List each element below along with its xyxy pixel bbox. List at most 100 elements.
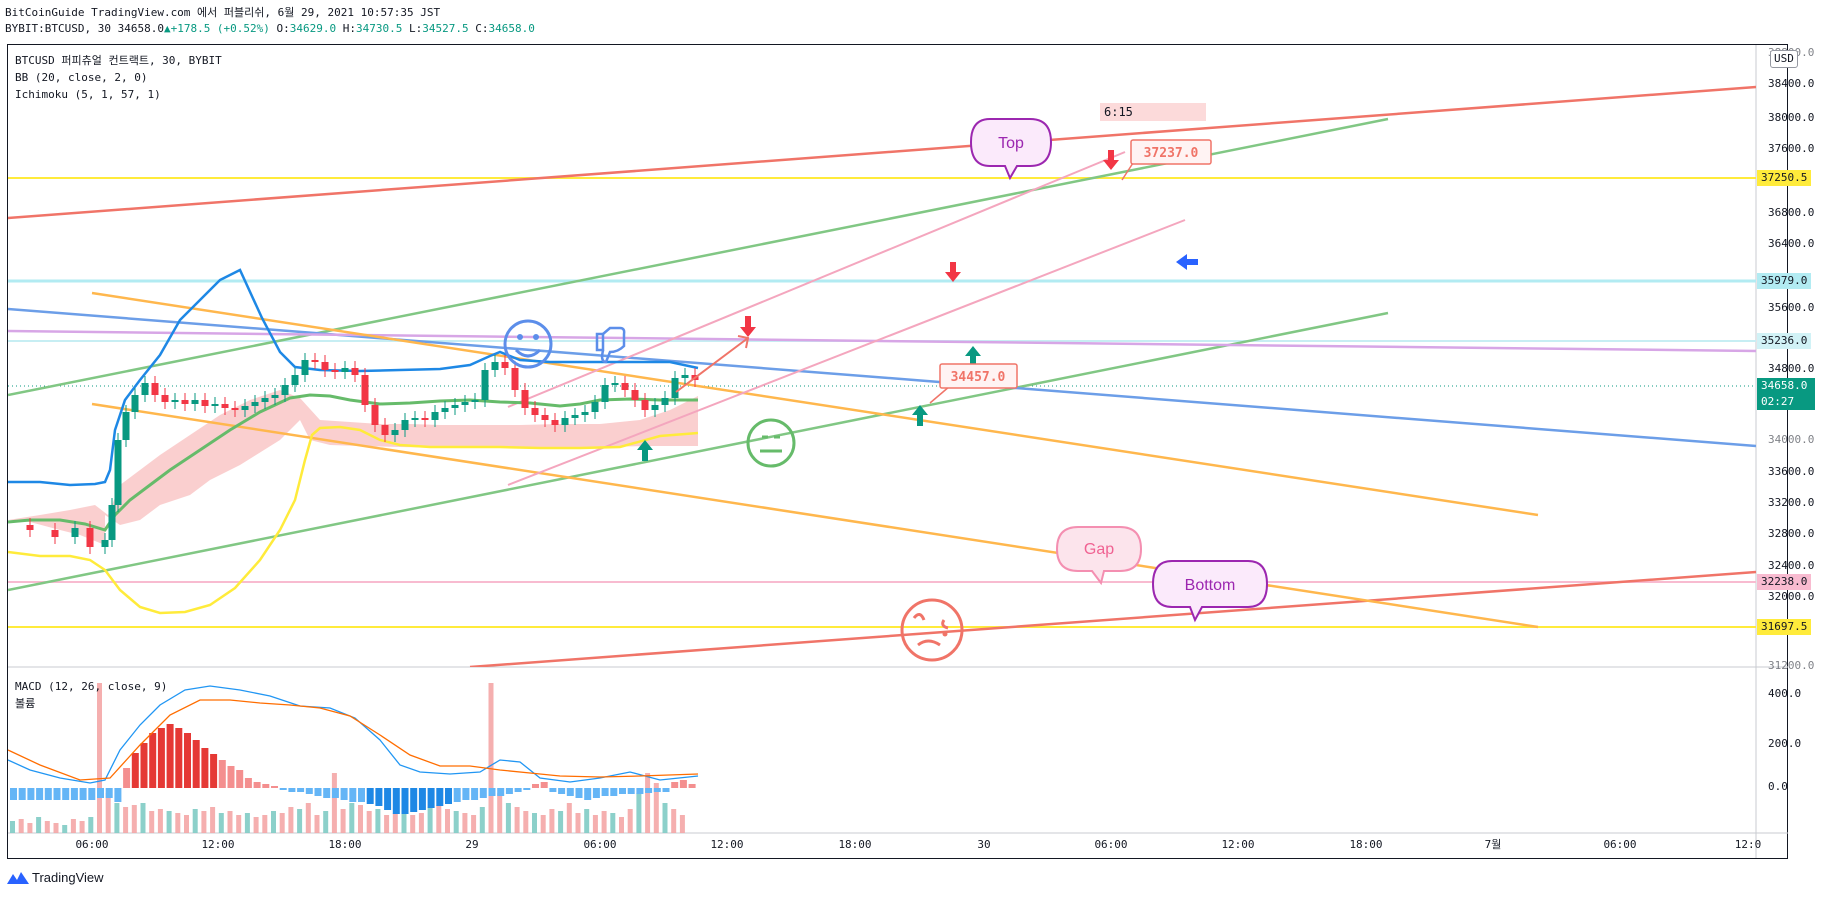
volume-bar: [114, 803, 120, 833]
macd-hist-bar: [279, 788, 287, 790]
volume-bar: [210, 807, 216, 833]
volume-bar: [366, 811, 372, 833]
candle-body: [581, 412, 589, 415]
price-tag-box[interactable]: [1130, 139, 1212, 165]
happy-face-icon[interactable]: [503, 319, 553, 369]
price-tag-box[interactable]: [939, 363, 1018, 389]
red-support-line[interactable]: [469, 570, 1756, 667]
gap-callout[interactable]: [1055, 526, 1143, 586]
arrow-up-icon[interactable]: [965, 346, 981, 366]
arrow-left-icon[interactable]: [1176, 254, 1198, 270]
bottom-callout[interactable]: [1151, 560, 1269, 623]
legend-volume[interactable]: 볼륨: [15, 697, 36, 710]
pink-line-lower[interactable]: [507, 219, 1186, 486]
arrow-up-icon[interactable]: [637, 440, 653, 461]
volume-bar: [401, 811, 407, 833]
candle-body: [611, 383, 619, 385]
candle-body: [541, 415, 549, 420]
chart-frame[interactable]: [7, 44, 1788, 859]
macd-hist-bar: [566, 788, 574, 796]
macd-hist-bar: [253, 782, 261, 788]
candle-body: [591, 402, 599, 412]
macd-hist-bar: [445, 788, 452, 804]
neutral-face-icon[interactable]: [746, 418, 796, 468]
volume-bar: [445, 809, 450, 833]
price-tag-1: 37237.0: [1144, 146, 1199, 161]
legend-title[interactable]: BTCUSD 퍼피츄얼 컨트랙트, 30, BYBIT: [15, 54, 222, 67]
candle-body: [51, 530, 59, 537]
candle-body: [561, 418, 569, 425]
tradingview-logo[interactable]: TradingView: [7, 870, 104, 885]
macd-hist-bar: [114, 788, 122, 802]
macd-hist-bar: [331, 788, 339, 798]
pink-line-upper[interactable]: [507, 151, 1126, 408]
legend-ichimoku[interactable]: Ichimoku (5, 1, 57, 1): [15, 88, 161, 101]
volume-bar: [53, 823, 59, 833]
brand-name: TradingView: [32, 870, 104, 885]
orange-channel-upper[interactable]: [91, 291, 1539, 517]
candle-body: [191, 400, 199, 404]
candle-body: [671, 378, 679, 398]
legend-macd[interactable]: MACD (12, 26, close, 9): [15, 680, 168, 693]
macd-hist-bar: [392, 788, 400, 814]
macd-pane[interactable]: [8, 683, 699, 833]
volume-bar: [10, 821, 15, 833]
volume-bar: [18, 819, 24, 833]
volume-bar: [410, 815, 416, 833]
macd-hist-bar: [123, 768, 131, 788]
macd-hist-bar: [601, 788, 609, 796]
volume-bar: [157, 809, 163, 833]
volume-bar: [653, 783, 659, 833]
projection-arrow[interactable]: [675, 337, 749, 393]
volume-bar: [201, 811, 207, 833]
macd-hist-bar: [662, 788, 670, 792]
volume-bar: [271, 811, 276, 833]
time-tick: 30: [977, 838, 991, 851]
arrow-down-icon[interactable]: [1103, 150, 1119, 170]
macd-hist-bar: [375, 788, 383, 806]
candle-body: [171, 400, 179, 402]
volume-bar: [488, 683, 494, 833]
currency-button[interactable]: USD: [1770, 50, 1798, 68]
candle-body: [661, 398, 669, 405]
volume-bar: [619, 817, 624, 833]
close-label: C:: [475, 22, 489, 35]
arrow-down-icon[interactable]: [945, 262, 961, 282]
macd-hist-bar: [18, 788, 26, 800]
candle-body: [371, 405, 379, 425]
candle-body: [641, 400, 649, 410]
main-pane[interactable]: Top Gap Bottom 6:15 37237.0 34457.0: [8, 85, 1756, 667]
dizzy-face-icon[interactable]: [900, 598, 964, 662]
macd-hist-bar: [358, 788, 365, 802]
legend-bb[interactable]: BB (20, close, 2, 0): [15, 71, 148, 84]
macd-hist-bar: [70, 788, 78, 800]
arrow-down-icon[interactable]: [740, 316, 756, 337]
macd-hist-bar: [436, 788, 444, 806]
time-tag-box[interactable]: [1100, 103, 1206, 121]
candle-body: [571, 415, 579, 418]
arrow-up-icon[interactable]: [912, 405, 928, 426]
macd-hist-bar: [627, 788, 635, 794]
top-callout[interactable]: [969, 118, 1053, 181]
purple-line[interactable]: [8, 329, 1756, 353]
candle-body: [241, 406, 249, 410]
orange-channel-lower[interactable]: [91, 402, 1539, 629]
blue-trend-line[interactable]: [8, 307, 1756, 448]
green-channel-upper[interactable]: [8, 117, 1389, 397]
volume-bar: [166, 811, 172, 833]
candle-body: [471, 400, 479, 402]
macd-histogram: [10, 724, 696, 814]
candle-body: [221, 404, 229, 408]
green-channel-lower[interactable]: [8, 311, 1389, 592]
candle-body: [151, 383, 159, 395]
candle-body: [411, 418, 419, 420]
candle-body: [501, 362, 509, 368]
candle-body: [71, 528, 79, 537]
thumbs-down-icon[interactable]: [595, 326, 626, 364]
candlesticks[interactable]: [26, 353, 699, 554]
macd-hist-bar: [636, 788, 644, 794]
red-resistance-line[interactable]: [8, 85, 1756, 220]
macd-hist-bar: [10, 788, 17, 800]
publish-line: BitCoinGuide TradingView.com 에서 퍼블리쉬, 6월…: [5, 6, 441, 19]
